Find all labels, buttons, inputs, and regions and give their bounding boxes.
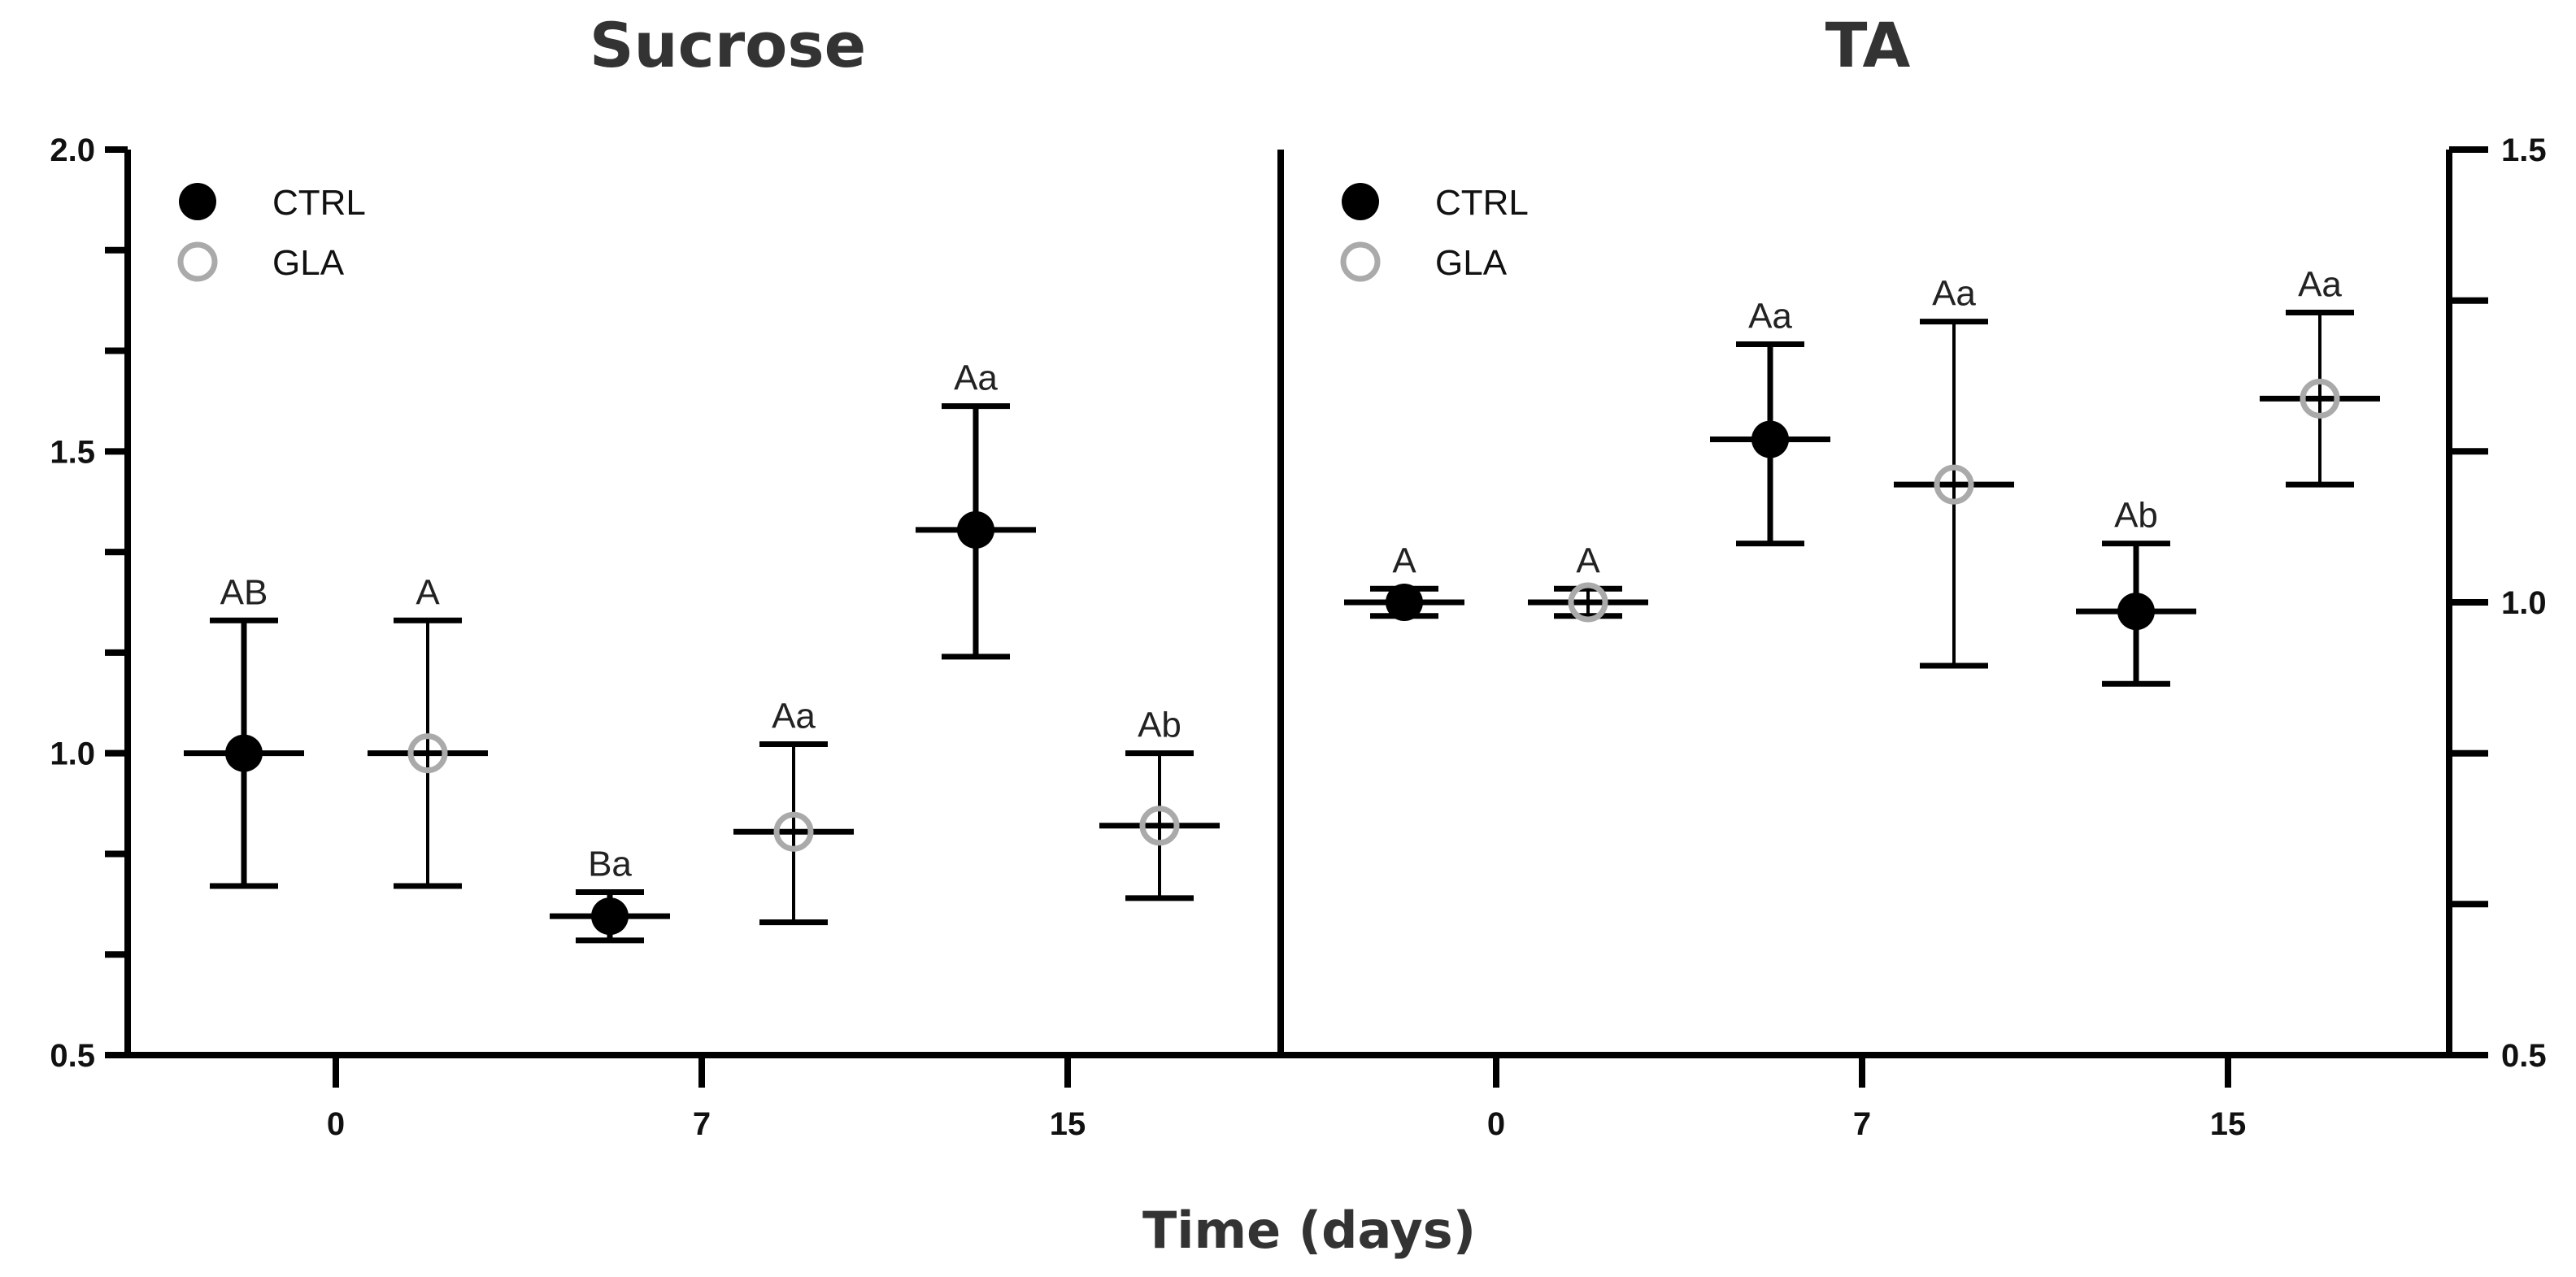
data-point-ctrl-1-1 [1751,420,1789,458]
x-tick-label-1-1: 7 [1853,1106,1871,1142]
x-tick-label-0-0: 0 [327,1106,345,1142]
y-tick-label-0-3: 2.0 [50,132,95,168]
data-point-gla-0-0 [407,733,448,774]
x-tick-label-0-1: 7 [693,1106,711,1142]
legend-marker-gla-1 [1340,241,1381,282]
data-point-gla-1-2 [2300,378,2340,419]
legend-label-1-0: CTRL [1435,183,1529,223]
significance-label-1-0-1: Aa [1748,297,1792,337]
x-tick-label-0-2: 15 [1050,1106,1086,1142]
significance-label-0-1-1: Aa [772,697,816,736]
data-point-ctrl-0-2 [957,510,994,549]
data-point-ctrl-1-0 [1386,584,1423,621]
significance-label-1-1-0: A [1576,541,1600,580]
significance-label-1-0-0: A [1392,541,1416,580]
data-point-gla-1-0 [1568,582,1608,623]
legend-marker-gla-0 [177,241,218,282]
y-tick-label-1-3: 1.0 [2501,585,2547,621]
significance-label-0-0-2: Aa [954,358,998,398]
significance-label-1-1-2: Aa [2298,265,2342,305]
x-tick-label-1-0: 0 [1487,1106,1505,1142]
legend-marker-ctrl-1 [1342,183,1379,220]
data-point-ctrl-0-0 [225,734,263,772]
significance-label-0-0-1: Ba [588,844,632,884]
y-tick-label-1-0: 0.5 [2501,1038,2547,1074]
data-point-gla-1-1 [1934,464,1974,505]
y-tick-label-0-0: 0.5 [50,1038,95,1074]
significance-label-0-0-0: AB [220,572,268,612]
legend-label-0-1: GLA [272,243,345,283]
data-point-ctrl-0-1 [591,897,629,936]
x-axis-label: Time (days) [1142,1201,1476,1260]
legend-marker-ctrl-0 [179,183,216,220]
significance-label-0-1-2: Ab [1138,706,1181,745]
chart-title-sucrose: Sucrose [590,9,866,81]
significance-label-1-1-1: Aa [1932,274,1976,314]
data-point-gla-0-2 [1139,806,1180,846]
significance-label-0-1-0: A [416,572,440,612]
x-tick-label-1-2: 15 [2210,1106,2247,1142]
legend-label-1-1: GLA [1435,243,1508,283]
data-point-gla-0-1 [773,811,814,852]
chart-title-ta: TA [1825,9,1911,81]
y-tick-label-0-1: 1.0 [50,736,95,772]
significance-label-1-0-2: Ab [2114,496,2158,536]
y-tick-label-0-2: 1.5 [50,434,95,470]
data-point-ctrl-1-2 [2117,593,2155,631]
legend-label-0-0: CTRL [272,183,366,223]
y-tick-label-1-6: 1.5 [2501,132,2547,168]
